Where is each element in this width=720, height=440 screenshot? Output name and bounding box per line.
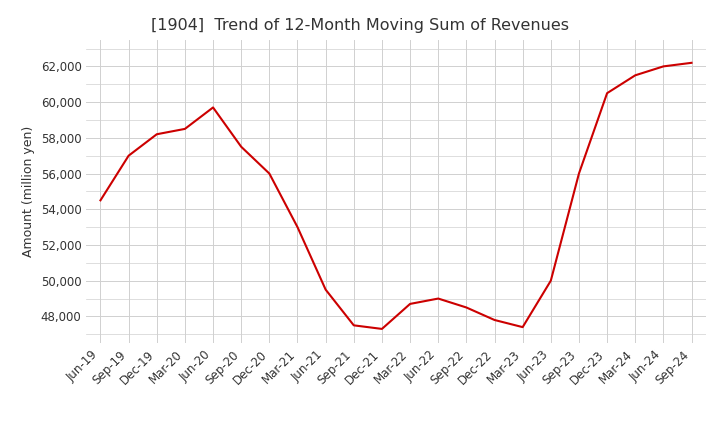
Y-axis label: Amount (million yen): Amount (million yen) <box>22 126 35 257</box>
Text: [1904]  Trend of 12-Month Moving Sum of Revenues: [1904] Trend of 12-Month Moving Sum of R… <box>151 18 569 33</box>
